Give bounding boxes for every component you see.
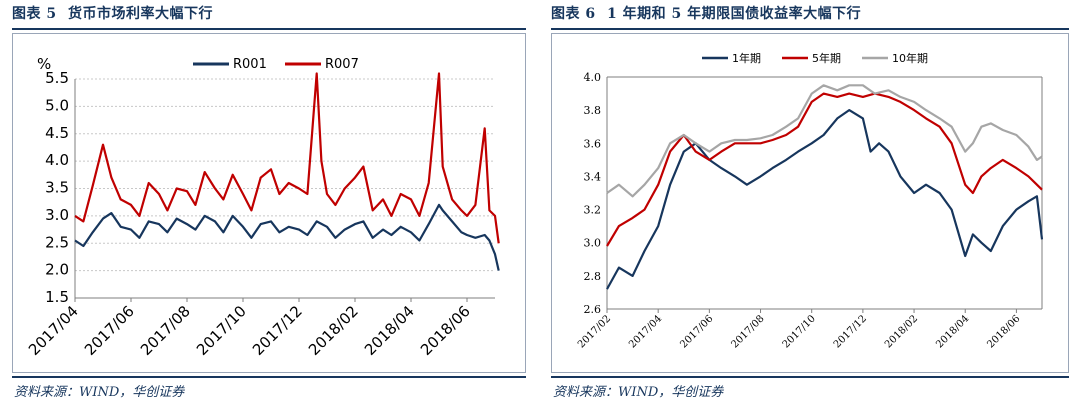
right-figure-title: 图表 6 1 年期和 5 年期限国债收益率大幅下行	[551, 0, 1069, 28]
chart1-series-line-2	[606, 92, 1043, 247]
chart1-legend-label-2: 5年期	[812, 51, 841, 65]
chart0-y-tick-label: 5.5	[45, 69, 69, 87]
chart1-x-tick-label: 2017/04	[627, 313, 664, 350]
left-chart-area: 1.5 2.0 2.5 3.0 3.5 4.0 4.5 5.0 5.5% 2017/04 2017/…	[12, 33, 526, 373]
right-figure-label: 图表 6	[551, 6, 596, 22]
chart0-y-tick-label: 1.5	[45, 288, 69, 306]
chart0-x-tick-label: 2017/06	[81, 302, 138, 359]
chart0-legend-label-2: R007	[325, 57, 359, 72]
chart1-x-tick-label: 2017/08	[729, 313, 766, 350]
chart1-y-tick-label: 3.0	[584, 237, 602, 250]
chart1-y-tick-label: 3.8	[584, 104, 602, 117]
chart0-x-tick-label: 2017/10	[193, 302, 250, 359]
chart1-series-line-3	[606, 84, 1043, 198]
chart0-y-tick-label: 4.5	[45, 124, 69, 142]
left-figure-heading: 货币市场利率大幅下行	[68, 6, 213, 22]
left-figure-label: 图表 5	[12, 6, 57, 22]
chart0-x-tick-label: 2017/12	[249, 302, 306, 359]
right-chart-area: 2.6 2.8 3.0 3.2 3.4 3.6 3.8 4.0 2017/02 2017/04 20…	[551, 33, 1069, 373]
chart1-y-tick-label: 3.6	[584, 137, 602, 150]
chart1-x-tick-label: 2017/06	[678, 313, 715, 350]
left-figure-title: 图表 5 货币市场利率大幅下行	[12, 0, 526, 28]
chart0-y-tick-label: 2.5	[45, 233, 69, 251]
chart1-y-tick-label: 3.2	[584, 204, 602, 217]
chart0-y-tick-label: 5.0	[45, 96, 69, 114]
chart0-y-tick-label: 4.0	[45, 151, 69, 169]
chart1-x-tick-label: 2018/06	[985, 313, 1022, 350]
left-figure-panel: 图表 5 货币市场利率大幅下行 1.5 2.0 2.5 3.0 3.5 4.0 4.5 5.0…	[12, 0, 526, 400]
left-title-rule	[12, 28, 526, 30]
chart0-x-tick-label: 2017/04	[25, 302, 82, 359]
chart1-y-tick-label: 3.4	[584, 170, 602, 183]
left-source-note: 资料来源：WIND，华创证券	[14, 385, 185, 400]
right-title-rule	[551, 28, 1069, 30]
left-source-rule	[12, 376, 526, 378]
chart1-x-tick-label: 2018/02	[883, 313, 920, 350]
chart1-x-tick-label: 2017/10	[781, 313, 818, 350]
chart0-series-line-1	[74, 203, 500, 271]
chart1-series-line-1	[606, 109, 1044, 290]
chart0-x-tick-label: 2018/06	[417, 302, 474, 359]
chart1-y-tick-label: 2.8	[584, 270, 602, 283]
left-chart-svg: 1.52.02.53.03.54.04.55.05.5%2017/04 2017/…	[25, 55, 500, 359]
chart1-y-tick-label: 2.6	[584, 303, 602, 316]
chart1-x-tick-label: 2017/12	[832, 313, 869, 350]
chart0-x-tick-label: 2018/02	[305, 302, 362, 359]
chart0-y-unit-label: %	[37, 55, 51, 73]
right-source-note: 资料来源：WIND，华创证券	[553, 385, 724, 400]
chart0-x-tick-label: 2018/04	[361, 302, 418, 359]
chart1-legend-label-1: 1年期	[732, 51, 761, 65]
chart1-x-tick-label: 2018/04	[934, 313, 971, 350]
chart1-x-tick-label: 2017/02	[576, 313, 613, 350]
right-figure-panel: 图表 6 1 年期和 5 年期限国债收益率大幅下行 2.6 2.8 3.0 3.2 3.…	[551, 0, 1069, 400]
right-chart-svg: 2.6 2.8 3.0 3.2 3.4 3.6 3.8 4.0 2017/02 2017/04 20…	[576, 51, 1044, 350]
chart0-y-tick-label: 2.0	[45, 261, 69, 279]
chart1-legend-label-3: 10年期	[892, 51, 928, 65]
chart0-legend-label-1: R001	[233, 57, 267, 72]
chart0-y-tick-label: 3.5	[45, 179, 69, 197]
right-source-rule	[551, 376, 1069, 378]
chart0-y-tick-label: 3.0	[45, 206, 69, 224]
chart1-y-tick-label: 4.0	[584, 71, 602, 84]
right-figure-heading: 1 年期和 5 年期限国债收益率大幅下行	[607, 6, 862, 22]
chart0-series-line-2	[74, 72, 500, 244]
chart0-x-tick-label: 2017/08	[137, 302, 194, 359]
